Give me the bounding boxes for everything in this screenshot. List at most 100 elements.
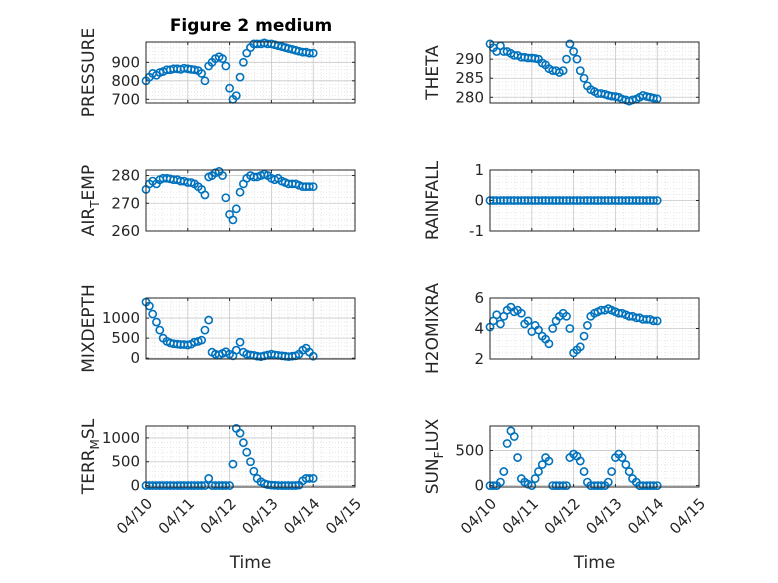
data-point bbox=[235, 187, 245, 197]
data-point bbox=[200, 76, 210, 86]
data-point bbox=[235, 337, 245, 347]
y-tick-label: 0 bbox=[474, 477, 484, 495]
data-point bbox=[238, 438, 248, 448]
data-point bbox=[308, 48, 318, 58]
y-axis-label: TERRMSL bbox=[79, 418, 102, 495]
axes-frame bbox=[145, 169, 356, 232]
data-point bbox=[652, 481, 662, 490]
data-point bbox=[558, 66, 568, 75]
y-axis-label: H2OMIXRA bbox=[423, 283, 443, 374]
data-point bbox=[204, 474, 214, 483]
data-point bbox=[231, 91, 241, 101]
data-point bbox=[596, 481, 606, 490]
data-point bbox=[496, 319, 505, 329]
data-point bbox=[242, 447, 252, 457]
data-point bbox=[305, 182, 314, 192]
data-point bbox=[249, 466, 259, 476]
data-point bbox=[649, 481, 658, 490]
data-point bbox=[496, 477, 505, 487]
data-point bbox=[603, 477, 613, 487]
y-tick-label: 1000 bbox=[102, 429, 140, 447]
data-point bbox=[565, 324, 575, 333]
axes-frame bbox=[489, 425, 700, 488]
data-point bbox=[221, 61, 231, 71]
y-tick-label: 2 bbox=[474, 350, 484, 368]
data-point bbox=[148, 309, 158, 319]
y-axis-label-rest: LUX bbox=[423, 418, 443, 451]
y-axis-label-subscript: F bbox=[432, 451, 446, 458]
data-point bbox=[246, 457, 255, 467]
y-axis-label: SUNFLUX bbox=[423, 418, 446, 494]
data-point bbox=[228, 215, 238, 225]
data-point bbox=[530, 474, 540, 483]
data-point bbox=[607, 467, 617, 476]
y-axis-label-subscript: T bbox=[88, 200, 102, 209]
y-tick-label: 700 bbox=[111, 90, 140, 108]
axes-frame bbox=[145, 425, 356, 488]
y-tick-label: 270 bbox=[111, 194, 140, 212]
subplot-rainfall: -1 0 1 RAINFALL bbox=[423, 160, 700, 240]
y-axis-label: MIXDEPTH bbox=[79, 284, 99, 373]
plot-area bbox=[146, 298, 355, 359]
data-point bbox=[155, 325, 165, 335]
data-point bbox=[225, 83, 234, 93]
y-tick-label: 500 bbox=[455, 442, 484, 460]
y-tick-label: -1 bbox=[469, 222, 484, 240]
x-axis-label: Time bbox=[229, 553, 272, 573]
axes-frame bbox=[489, 169, 700, 232]
data-point bbox=[562, 481, 571, 490]
y-tick-label: 4 bbox=[474, 320, 484, 338]
y-axis-label-main: SUN bbox=[423, 458, 443, 494]
data-point bbox=[200, 325, 210, 335]
data-point bbox=[537, 460, 547, 469]
data-point bbox=[649, 196, 658, 205]
data-point bbox=[221, 481, 231, 490]
y-axis-label: AIRTEMP bbox=[79, 165, 102, 236]
data-point bbox=[197, 69, 206, 78]
data-point bbox=[502, 439, 512, 448]
data-point bbox=[575, 342, 585, 352]
data-point bbox=[499, 467, 509, 476]
y-tick-label: 1000 bbox=[102, 309, 140, 327]
data-point bbox=[617, 453, 627, 462]
y-tick-label: 260 bbox=[111, 222, 140, 240]
data-point bbox=[238, 57, 248, 67]
data-point bbox=[534, 325, 543, 335]
axes-frame bbox=[145, 297, 356, 360]
data-point bbox=[527, 481, 537, 490]
data-point bbox=[523, 316, 533, 326]
y-axis-label-rest: SL bbox=[79, 418, 99, 439]
data-point bbox=[624, 467, 634, 476]
data-point bbox=[308, 351, 318, 361]
y-axis-label-rest: EMP bbox=[79, 165, 99, 201]
data-point bbox=[562, 311, 571, 321]
axes-frame bbox=[145, 41, 356, 104]
data-point bbox=[221, 193, 231, 203]
data-point bbox=[291, 481, 301, 490]
y-tick-label: 1 bbox=[474, 161, 484, 179]
y-tick-label: 500 bbox=[111, 329, 140, 347]
data-point bbox=[628, 95, 637, 105]
data-point bbox=[228, 459, 238, 469]
y-axis-label: RAINFALL bbox=[423, 160, 443, 240]
data-point bbox=[621, 460, 631, 469]
y-tick-label: 0 bbox=[474, 192, 484, 210]
y-axis-label: PRESSURE bbox=[79, 28, 99, 117]
data-point bbox=[513, 453, 522, 462]
y-tick-label: 6 bbox=[474, 289, 484, 307]
data-point bbox=[308, 474, 318, 483]
data-point bbox=[649, 93, 658, 103]
data-point bbox=[579, 467, 589, 476]
data-point bbox=[652, 94, 662, 104]
y-axis-label-subscript: M bbox=[88, 439, 102, 449]
data-point bbox=[197, 335, 206, 345]
data-point bbox=[235, 428, 245, 438]
y-tick-label: 280 bbox=[111, 167, 140, 185]
data-point bbox=[565, 39, 575, 49]
axes-frame bbox=[489, 297, 700, 360]
y-tick-label: 280 bbox=[455, 88, 484, 106]
data-point bbox=[579, 331, 589, 341]
y-tick-label: 800 bbox=[111, 72, 140, 90]
